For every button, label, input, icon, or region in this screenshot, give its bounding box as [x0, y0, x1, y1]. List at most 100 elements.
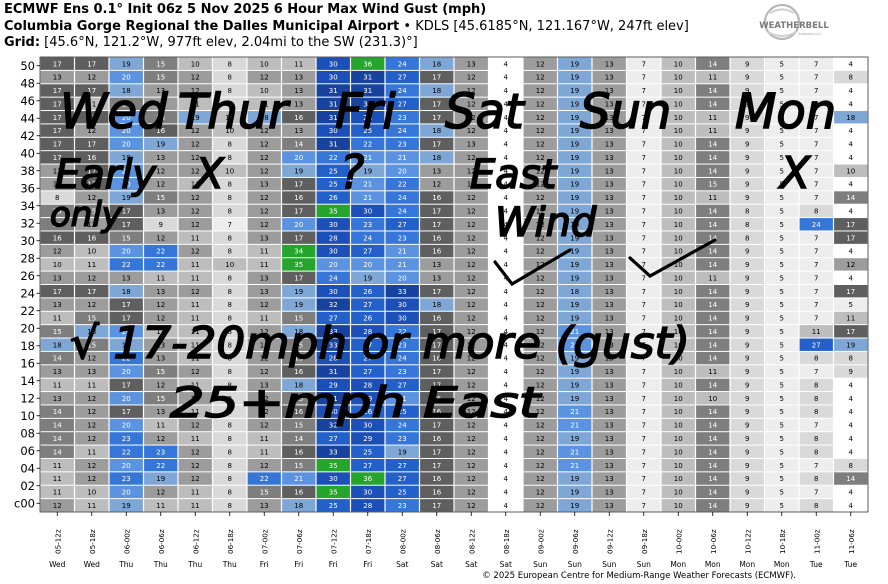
heatmap-cell [247, 378, 281, 392]
cell-value: 12 [536, 234, 545, 242]
cell-value: 12 [536, 114, 545, 122]
cell-value: 16 [432, 489, 441, 497]
cell-value: 12 [87, 408, 96, 416]
heatmap-cell [627, 218, 661, 231]
cell-value: 9 [745, 381, 749, 389]
cell-value: 7 [642, 141, 646, 149]
cell-value: 30 [329, 248, 338, 256]
heatmap-cell [523, 164, 557, 177]
cell-value: 27 [363, 355, 372, 363]
cell-value: 35 [329, 462, 338, 470]
cell-value: 31 [329, 114, 338, 122]
heatmap-cell [109, 70, 143, 84]
cell-value: 10 [674, 221, 683, 229]
cell-value: 36 [363, 475, 372, 483]
heatmap-cell [213, 258, 247, 271]
cell-value: 19 [570, 435, 579, 443]
cell-value: 20 [122, 462, 131, 470]
cell-value: 19 [122, 154, 131, 162]
heatmap-cell [178, 351, 212, 365]
cell-value: 14 [708, 141, 717, 149]
heatmap-cell [627, 311, 661, 325]
cell-value: 10 [674, 408, 683, 416]
heatmap-cell [730, 124, 764, 137]
heatmap-cell [247, 177, 281, 191]
cell-value: 23 [398, 234, 407, 242]
heatmap-cell [592, 405, 626, 418]
cell-value: 15 [156, 368, 165, 376]
cell-value: 13 [605, 395, 614, 403]
cell-value: 10 [674, 489, 683, 497]
heatmap-cell [351, 285, 385, 298]
cell-value: 15 [294, 315, 303, 323]
x-day-label: Sun [568, 560, 583, 569]
cell-value: 21 [363, 181, 372, 189]
heatmap-cell [627, 338, 661, 351]
cell-value: 12 [536, 60, 545, 68]
heatmap-cell [213, 218, 247, 231]
heatmap-cell [247, 57, 281, 70]
heatmap-cell [75, 298, 109, 311]
cell-value: 10 [260, 87, 269, 95]
heatmap-cell [489, 418, 523, 432]
heatmap-cell [799, 244, 833, 258]
cell-value: 12 [467, 315, 476, 323]
cell-value: 17 [87, 60, 96, 68]
heatmap-cell [144, 70, 178, 84]
cell-value: 19 [570, 167, 579, 175]
y-tick-label: 24 [20, 286, 35, 300]
heatmap-cell [765, 485, 799, 499]
cell-value: 7 [642, 315, 646, 323]
cell-value: 11 [708, 127, 717, 135]
heatmap-cell [144, 271, 178, 284]
cell-value: 14 [294, 435, 303, 443]
heatmap-cell [247, 84, 281, 97]
heatmap-cell [558, 472, 592, 485]
cell-value: 12 [260, 422, 269, 430]
cell-value: 8 [228, 341, 232, 349]
heatmap-cell [523, 84, 557, 97]
cell-value: 12 [156, 315, 165, 323]
heatmap-cell [144, 84, 178, 97]
cell-value: 9 [745, 114, 749, 122]
heatmap-cell [316, 244, 350, 258]
cell-value: 16 [432, 315, 441, 323]
cell-value: 14 [708, 462, 717, 470]
cell-value: 10 [191, 60, 200, 68]
cell-value: 17 [432, 114, 441, 122]
cell-value: 12 [536, 489, 545, 497]
cell-value: 19 [122, 341, 131, 349]
heatmap-cell [627, 365, 661, 378]
cell-value: 10 [87, 248, 96, 256]
cell-value: 12 [536, 154, 545, 162]
cell-value: 17 [846, 288, 855, 296]
cell-value: 12 [191, 221, 200, 229]
cell-value: 11 [260, 435, 269, 443]
heatmap-cell [40, 351, 74, 365]
heatmap-cell [834, 97, 868, 111]
cell-value: 10 [53, 261, 62, 269]
cell-value: 5 [780, 368, 784, 376]
cell-value: 5 [780, 315, 784, 323]
heatmap-cell [75, 351, 109, 365]
heatmap-cell [489, 338, 523, 351]
cell-value: 12 [846, 261, 855, 269]
heatmap-cell [834, 124, 868, 137]
title-line-2: Columbia Gorge Regional the Dalles Munic… [4, 19, 744, 36]
heatmap-cell [144, 458, 178, 472]
cell-value: 13 [605, 288, 614, 296]
heatmap-cell [592, 378, 626, 392]
cell-value: 8 [228, 475, 232, 483]
heatmap-cell [282, 151, 316, 164]
cell-value: 13 [605, 141, 614, 149]
heatmap-cell [316, 445, 350, 458]
heatmap-cell [523, 458, 557, 472]
heatmap-cell [765, 285, 799, 298]
heatmap-cell [213, 472, 247, 485]
cell-value: 21 [398, 261, 407, 269]
cell-value: 12 [467, 381, 476, 389]
heatmap-cell [420, 418, 454, 432]
heatmap-cell [247, 405, 281, 418]
heatmap-cell [454, 84, 488, 97]
cell-value: 5 [780, 207, 784, 215]
